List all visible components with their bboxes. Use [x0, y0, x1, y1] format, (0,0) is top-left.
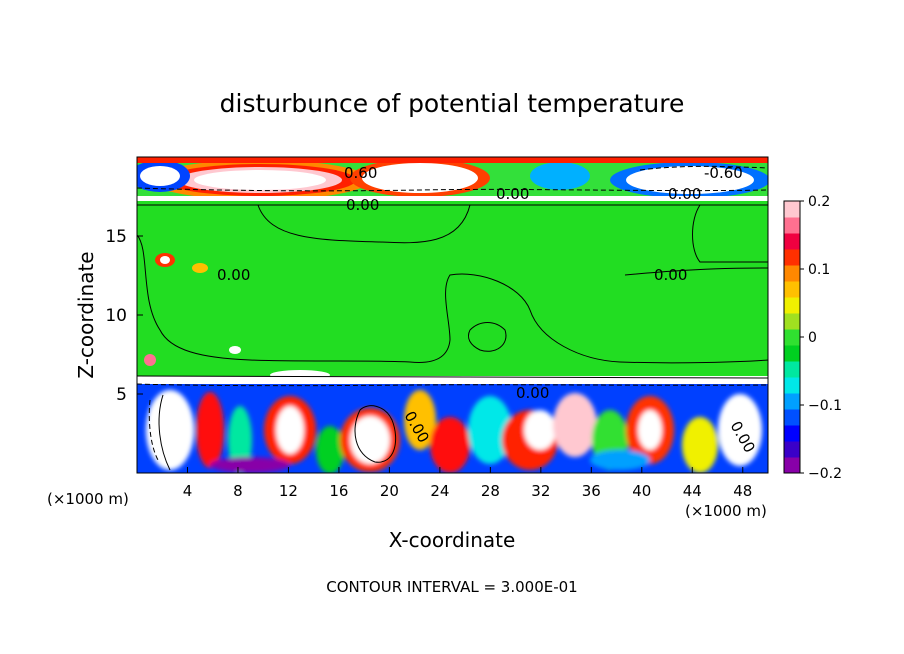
- colorbar-swatch: [784, 345, 800, 362]
- colorbar-swatch: [784, 265, 800, 282]
- contour-label: 0.00: [516, 384, 549, 402]
- colorbar-swatch: [784, 249, 800, 266]
- colorbar-tick-label: 0.2: [808, 194, 830, 210]
- y-tick-label: 5: [116, 385, 127, 405]
- colorbar-swatch: [784, 329, 800, 346]
- contour-label: 0.00: [217, 266, 250, 284]
- colorbar-swatch: [784, 457, 800, 474]
- x-unit-right: (×1000 m): [685, 502, 767, 520]
- colorbar-swatch: [784, 425, 800, 442]
- dashed-contours: [137, 165, 768, 461]
- x-unit-left: (×1000 m): [47, 490, 129, 508]
- colorbar-swatch: [784, 201, 800, 218]
- contour-label: 0.00: [654, 266, 687, 284]
- contour-interval-note: CONTOUR INTERVAL = 3.000E-01: [326, 578, 577, 596]
- x-tick-label: 12: [279, 482, 298, 500]
- colorbar-tick-label: 0: [808, 330, 817, 346]
- x-tick-label: 32: [531, 482, 550, 500]
- colorbar-swatch: [784, 297, 800, 314]
- contour-label: 0.00: [346, 196, 379, 214]
- contour-label: 0.00: [496, 185, 529, 203]
- x-tick-label: 44: [683, 482, 702, 500]
- colorbar-swatch: [784, 217, 800, 234]
- colorbar-swatch: [784, 393, 800, 410]
- contour-lines: [137, 204, 768, 471]
- x-tick-label: 16: [329, 482, 348, 500]
- mid-scatter: [144, 253, 330, 380]
- contour-label: 0.60: [344, 164, 377, 182]
- x-axis-ticks: 4 8 12 16 20 24 28 32 36 40 44 48: [183, 467, 752, 500]
- chart-title: disturbunce of potential temperature: [220, 89, 685, 118]
- plot-area: [137, 157, 768, 473]
- y-axis-title: Z-coordinate: [74, 251, 98, 378]
- x-tick-label: 40: [632, 482, 651, 500]
- colorbar-ticks: 0.2 0.1 0 −0.1 −0.2: [800, 194, 842, 482]
- x-tick-label: 24: [430, 482, 449, 500]
- colorbar-tick-label: 0.1: [808, 262, 830, 278]
- colorbar-tick-label: −0.2: [808, 466, 842, 482]
- colorbar-tick-label: −0.1: [808, 398, 842, 414]
- x-axis-title: X-coordinate: [389, 528, 516, 552]
- colorbar: [784, 201, 800, 474]
- colorbar-swatch: [784, 233, 800, 250]
- colorbar-swatch: [784, 377, 800, 394]
- y-tick-label: 10: [105, 306, 127, 326]
- colorbar-swatch: [784, 313, 800, 330]
- colorbar-swatch: [784, 441, 800, 458]
- colorbar-swatch: [784, 281, 800, 298]
- stratosphere-band: [137, 157, 768, 201]
- x-tick-label: 20: [380, 482, 399, 500]
- x-tick-label: 8: [233, 482, 243, 500]
- x-tick-label: 48: [733, 482, 752, 500]
- contour-label: -0.60: [704, 164, 743, 182]
- x-tick-label: 28: [481, 482, 500, 500]
- lower-turbulent-layer: [137, 376, 768, 473]
- x-tick-label: 36: [582, 482, 601, 500]
- contour-label: 0.00: [668, 185, 701, 203]
- colorbar-swatch: [784, 409, 800, 426]
- y-tick-label: 15: [105, 227, 127, 247]
- y-axis-ticks: 5 10 15: [105, 227, 143, 405]
- x-tick-label: 4: [183, 482, 193, 500]
- colorbar-swatch: [784, 361, 800, 378]
